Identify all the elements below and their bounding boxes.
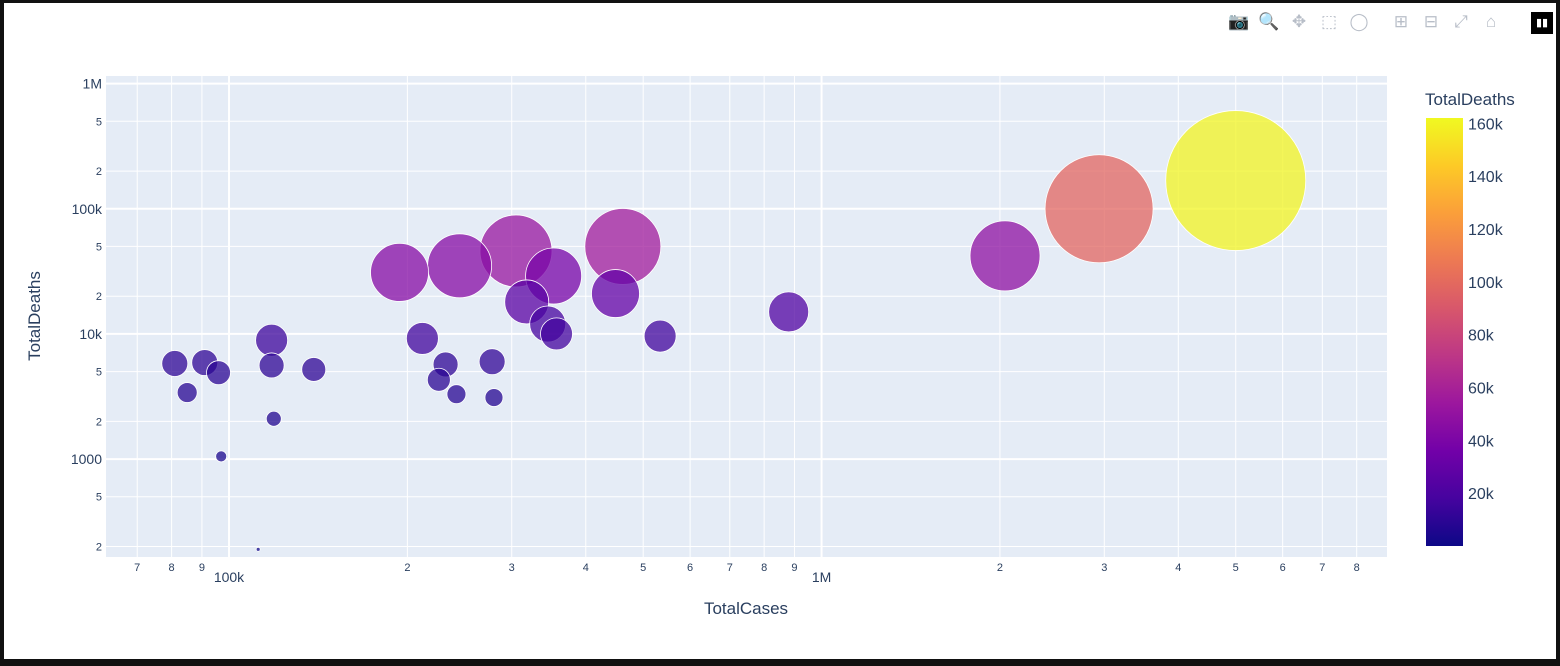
bubble-point bbox=[265, 410, 282, 427]
chart-frame: 📷 🔍 ✥ ⬚ ◯ ⊞ ⊟ ⤢ ⌂ ▮▮ 7 8 9 2 3 4 5 6 7 8 9 2 3 4 5 6 7 8 100k 1M 2 5… bbox=[4, 3, 1556, 659]
y-tick-label-major: 1000 bbox=[71, 451, 102, 467]
colorbar-tick-label: 20k bbox=[1468, 486, 1495, 503]
pan-icon[interactable]: ✥ bbox=[1291, 12, 1307, 31]
y-tick-label: 5 bbox=[96, 367, 102, 379]
x-tick-label: 6 bbox=[687, 562, 693, 574]
lasso-icon[interactable]: ◯ bbox=[1349, 12, 1369, 31]
x-tick-labels: 7 8 9 2 3 4 5 6 7 8 9 2 3 4 5 6 7 8 100k 1M bbox=[134, 562, 1360, 585]
bubble-point bbox=[258, 352, 285, 379]
x-tick-label: 4 bbox=[583, 562, 589, 574]
bubble-point bbox=[215, 450, 228, 463]
bubble-point bbox=[1044, 154, 1154, 264]
y-tick-label: 2 bbox=[96, 166, 102, 178]
zoom-icon[interactable]: 🔍 bbox=[1258, 12, 1280, 31]
bubble-point bbox=[161, 350, 189, 377]
zoom-out-icon[interactable]: ⊟ bbox=[1423, 12, 1439, 31]
x-tick-label: 8 bbox=[761, 562, 767, 574]
x-tick-label: 7 bbox=[727, 562, 733, 574]
data-points bbox=[161, 110, 1307, 552]
box-select-icon[interactable]: ⬚ bbox=[1320, 12, 1338, 31]
bubble-point bbox=[426, 367, 451, 392]
bubble-point bbox=[206, 360, 231, 386]
colorbar bbox=[1426, 118, 1463, 546]
autoscale-icon[interactable]: ⤢ bbox=[1454, 12, 1468, 31]
colorbar-tick-label: 60k bbox=[1468, 380, 1495, 397]
y-tick-label: 5 bbox=[96, 241, 102, 253]
x-tick-label: 9 bbox=[791, 562, 797, 574]
x-tick-label: 2 bbox=[404, 562, 410, 574]
bubble-point bbox=[255, 546, 261, 552]
x-tick-label: 7 bbox=[134, 562, 140, 574]
x-tick-label: 3 bbox=[1101, 562, 1107, 574]
colorbar-tick-label: 100k bbox=[1468, 275, 1504, 292]
plotly-logo-icon[interactable]: ▮▮ bbox=[1531, 12, 1553, 34]
bubble-point bbox=[643, 319, 677, 353]
bubble-point bbox=[405, 322, 439, 355]
colorbar-tick-label: 160k bbox=[1468, 116, 1504, 133]
camera-icon[interactable]: 📷 bbox=[1228, 12, 1250, 31]
x-tick-label: 2 bbox=[997, 562, 1003, 574]
bubble-point bbox=[255, 323, 289, 357]
x-tick-label-major: 100k bbox=[214, 569, 245, 585]
y-tick-label: 5 bbox=[96, 116, 102, 128]
y-tick-label: 2 bbox=[96, 542, 102, 554]
y-tick-labels: 2 5 2 5 2 5 2 5 1000 10k 100k 1M bbox=[71, 76, 103, 554]
x-tick-label: 8 bbox=[1354, 562, 1360, 574]
x-tick-label: 4 bbox=[1175, 562, 1181, 574]
x-tick-label: 5 bbox=[640, 562, 646, 574]
y-tick-label: 5 bbox=[96, 492, 102, 504]
bubble-point bbox=[446, 384, 467, 405]
x-tick-label: 9 bbox=[199, 562, 205, 574]
bubble-point bbox=[301, 357, 327, 382]
home-icon[interactable]: ⌂ bbox=[1485, 12, 1497, 31]
colorbar-tick-label: 140k bbox=[1468, 169, 1504, 186]
x-tick-label: 5 bbox=[1233, 562, 1239, 574]
bubble-point bbox=[591, 269, 640, 318]
y-tick-label: 2 bbox=[96, 416, 102, 428]
bubble-point bbox=[540, 317, 573, 351]
colorbar-tick-labels: 20k 40k 60k 80k 100k 120k 140k 160k bbox=[1468, 116, 1504, 503]
y-tick-label-major: 10k bbox=[79, 326, 103, 342]
zoom-in-icon[interactable]: ⊞ bbox=[1393, 12, 1409, 31]
x-tick-label: 6 bbox=[1280, 562, 1286, 574]
colorbar-tick-label: 80k bbox=[1468, 328, 1495, 345]
bubble-point bbox=[370, 243, 429, 302]
x-tick-label: 3 bbox=[509, 562, 515, 574]
bubble-point bbox=[484, 388, 504, 407]
y-tick-label-major: 100k bbox=[72, 201, 103, 217]
x-tick-label: 7 bbox=[1319, 562, 1325, 574]
bubble-point bbox=[768, 291, 810, 333]
x-axis-title: TotalCases bbox=[704, 599, 788, 618]
bubble-point bbox=[969, 220, 1041, 292]
bubble-point bbox=[1165, 110, 1307, 251]
colorbar-tick-label: 120k bbox=[1468, 222, 1504, 239]
x-tick-label-major: 1M bbox=[812, 569, 831, 585]
x-tick-label: 8 bbox=[169, 562, 175, 574]
y-tick-label: 2 bbox=[96, 291, 102, 303]
colorbar-tick-label: 40k bbox=[1468, 433, 1495, 450]
bubble-point bbox=[176, 382, 198, 403]
y-tick-label-major: 1M bbox=[83, 76, 102, 92]
colorbar-title: TotalDeaths bbox=[1425, 90, 1515, 109]
y-axis-title: TotalDeaths bbox=[25, 271, 44, 361]
bubble-chart[interactable]: 7 8 9 2 3 4 5 6 7 8 9 2 3 4 5 6 7 8 100k 1M 2 5 2 5 2 5 2 5 1000 10k… bbox=[4, 3, 1556, 659]
bubble-point bbox=[427, 233, 493, 299]
bubble-point bbox=[478, 348, 506, 376]
